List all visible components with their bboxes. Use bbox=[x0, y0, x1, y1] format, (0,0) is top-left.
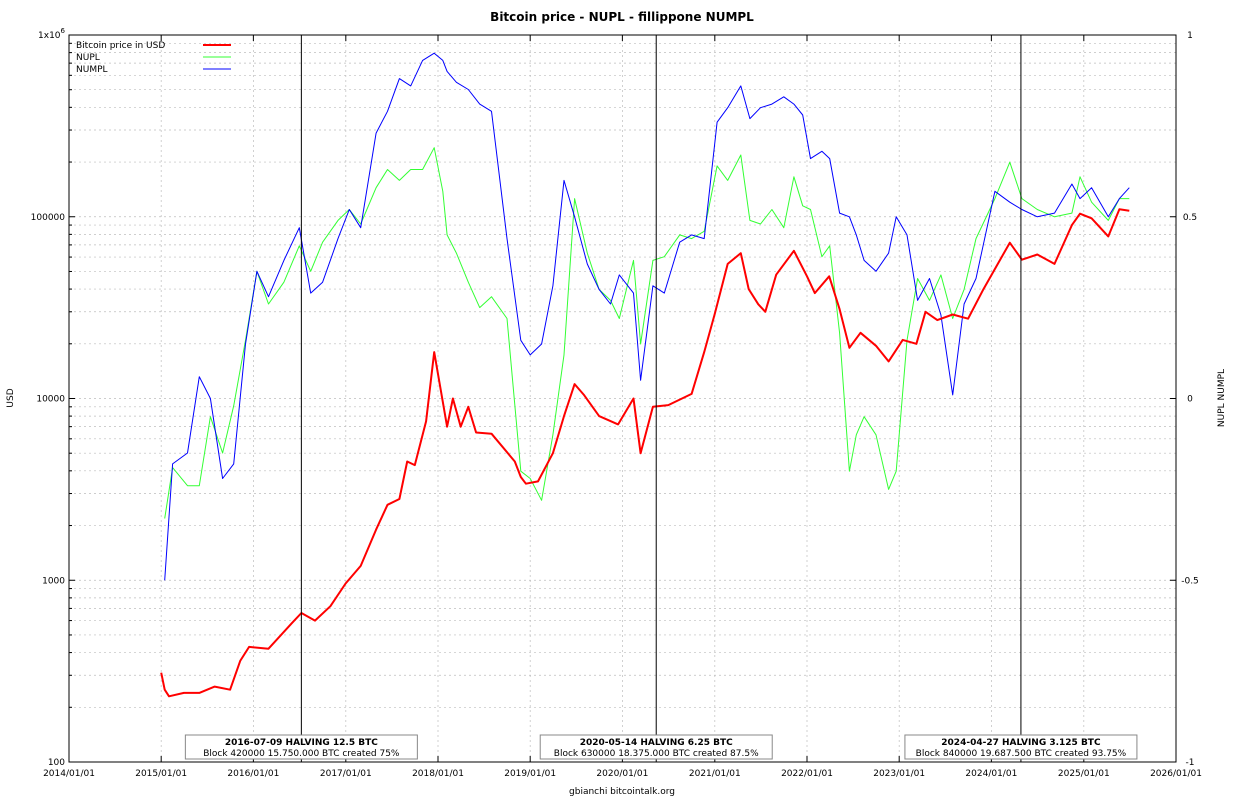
y-tick-label-base: 1x10 bbox=[38, 31, 61, 41]
halving-annotation-subtitle: Block 420000 15.750.000 BTC created 75% bbox=[203, 749, 400, 759]
y2-tick-label: 0 bbox=[1187, 395, 1193, 405]
y2-tick-label: 0.5 bbox=[1183, 213, 1197, 223]
y2-tick-label: -0.5 bbox=[1181, 576, 1199, 586]
chart-title: Bitcoin price - NUPL - fillippone NUMPL bbox=[490, 10, 754, 24]
chart-footer: gbianchi bitcointalk.org bbox=[569, 787, 675, 797]
x-tick-label: 2020/01/01 bbox=[596, 769, 648, 779]
legend-label: Bitcoin price in USD bbox=[76, 41, 165, 51]
y2-tick-label: -1 bbox=[1186, 758, 1195, 768]
halving-annotation-title: 2024-04-27 HALVING 3.125 BTC bbox=[941, 738, 1101, 748]
halving-annotation-title: 2020-05-14 HALVING 6.25 BTC bbox=[580, 738, 733, 748]
y-tick-label: 100000 bbox=[31, 213, 66, 223]
y-axis-label: USD bbox=[6, 388, 16, 407]
halving-annotation-box bbox=[184, 734, 418, 760]
x-tick-label: 2019/01/01 bbox=[504, 769, 556, 779]
halving-annotation-subtitle: Block 630000 18.375.000 BTC created 87.5… bbox=[554, 749, 759, 759]
legend: Bitcoin price in USD NUPL NUMPL bbox=[76, 41, 231, 75]
halving-annotation-box bbox=[904, 734, 1138, 760]
x-tick-label: 2014/01/01 bbox=[43, 769, 95, 779]
halving-annotation-box bbox=[539, 734, 773, 760]
y-tick-label: 1x106 bbox=[38, 27, 66, 41]
y-tick-label: 10000 bbox=[36, 395, 65, 405]
y-tick-label-exponent: 6 bbox=[61, 27, 66, 35]
legend-label: NUMPL bbox=[76, 65, 108, 75]
series-line-bitcoin-price-in-usd bbox=[160, 208, 1130, 698]
legend-label: NUPL bbox=[76, 53, 100, 63]
series-line-nupl bbox=[164, 147, 1130, 519]
y2-axis-label: NUPL NUMPL bbox=[1217, 369, 1227, 427]
ticks-layer: 2014/01/01 2015/01/01 2016/01/01 2017/01/01… bbox=[31, 27, 1202, 779]
x-tick-label: 2015/01/01 bbox=[135, 769, 187, 779]
x-tick-label: 2022/01/01 bbox=[781, 769, 833, 779]
x-tick-label: 2016/01/01 bbox=[227, 769, 279, 779]
x-tick-label: 2021/01/01 bbox=[689, 769, 741, 779]
halving-annotation-subtitle: Block 840000 19.687.500 BTC created 93.7… bbox=[916, 749, 1127, 759]
y2-tick-label: 1 bbox=[1187, 31, 1193, 41]
x-tick-label: 2017/01/01 bbox=[320, 769, 372, 779]
series-line-numpl bbox=[164, 52, 1130, 581]
halving-annotation-title: 2016-07-09 HALVING 12.5 BTC bbox=[225, 738, 378, 748]
series-layer bbox=[160, 52, 1130, 698]
x-tick-label: 2018/01/01 bbox=[412, 769, 464, 779]
x-tick-label: 2026/01/01 bbox=[1150, 769, 1202, 779]
x-tick-label: 2023/01/01 bbox=[873, 769, 925, 779]
y-tick-label: 100 bbox=[48, 758, 65, 768]
x-tick-label: 2024/01/01 bbox=[965, 769, 1017, 779]
x-tick-label: 2025/01/01 bbox=[1058, 769, 1110, 779]
y-tick-label: 1000 bbox=[42, 576, 65, 586]
